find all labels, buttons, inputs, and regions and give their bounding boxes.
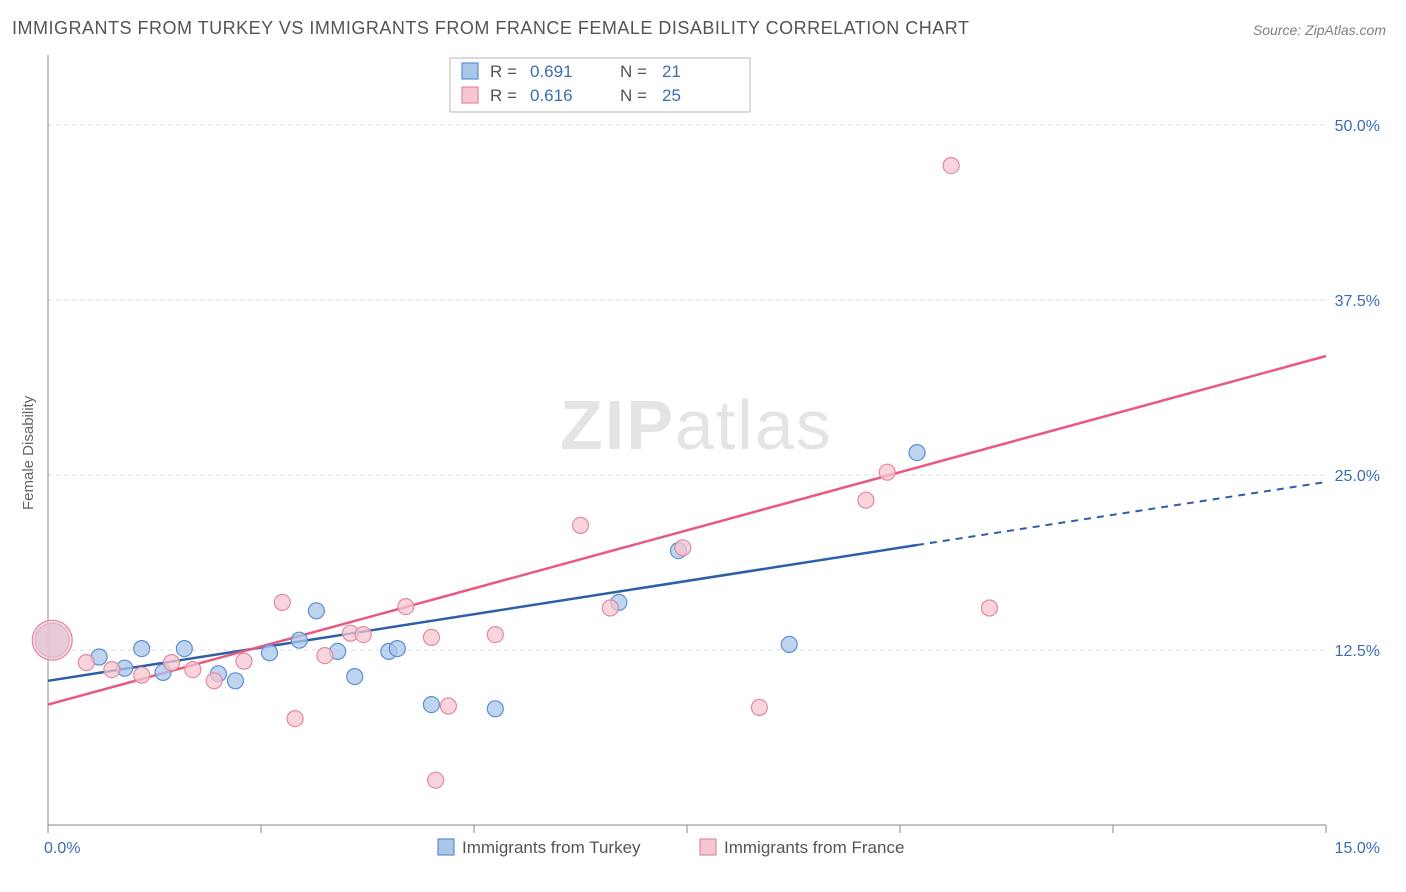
data-point <box>134 667 150 683</box>
data-point <box>287 711 303 727</box>
legend-swatch <box>438 839 454 855</box>
data-point <box>347 669 363 685</box>
data-point <box>291 632 307 648</box>
data-point <box>602 600 618 616</box>
data-point <box>176 641 192 657</box>
legend-r-label: R = <box>490 62 517 81</box>
regression-lines <box>48 356 1326 705</box>
data-point <box>423 629 439 645</box>
legend-swatch <box>700 839 716 855</box>
legend-series-label: Immigrants from France <box>724 838 904 857</box>
data-point <box>206 673 222 689</box>
legend-n-value: 21 <box>662 62 681 81</box>
data-point <box>487 627 503 643</box>
legend-swatch <box>462 87 478 103</box>
data-point <box>355 627 371 643</box>
stats-legend: R = 0.691 N = 21 R = 0.616 N = 25 <box>450 58 750 112</box>
data-point <box>185 662 201 678</box>
regression-line-extrap <box>917 482 1326 545</box>
data-point <box>317 648 333 664</box>
legend-r-value: 0.616 <box>530 86 573 105</box>
data-point <box>909 445 925 461</box>
legend-n-label: N = <box>620 62 647 81</box>
y-tick-label: 37.5% <box>1335 293 1380 310</box>
data-point <box>227 673 243 689</box>
data-point <box>262 645 278 661</box>
scatter-points <box>32 158 997 789</box>
data-point <box>573 517 589 533</box>
data-point <box>423 697 439 713</box>
data-point <box>781 636 797 652</box>
data-point <box>981 600 997 616</box>
data-point <box>134 641 150 657</box>
data-point <box>398 599 414 615</box>
data-point <box>751 699 767 715</box>
correlation-scatter-chart: 12.5% 25.0% 37.5% 50.0% 0.0% 15.0% R = 0.691 N =… <box>0 0 1406 892</box>
data-point <box>858 492 874 508</box>
y-tick-label: 25.0% <box>1335 468 1380 485</box>
legend-r-value: 0.691 <box>530 62 573 81</box>
data-point <box>104 662 120 678</box>
data-point <box>440 698 456 714</box>
data-point <box>236 653 252 669</box>
legend-r-label: R = <box>490 86 517 105</box>
y-tick-label: 50.0% <box>1335 118 1380 135</box>
data-point <box>274 594 290 610</box>
regression-line <box>48 356 1326 705</box>
data-point <box>32 620 72 660</box>
legend-series-label: Immigrants from Turkey <box>462 838 641 857</box>
legend-n-label: N = <box>620 86 647 105</box>
data-point <box>78 655 94 671</box>
data-point <box>487 701 503 717</box>
data-point <box>308 603 324 619</box>
x-tick-label: 15.0% <box>1335 840 1380 857</box>
data-point <box>428 772 444 788</box>
data-point <box>164 655 180 671</box>
legend-n-value: 25 <box>662 86 681 105</box>
data-point <box>943 158 959 174</box>
data-point <box>675 540 691 556</box>
legend-swatch <box>462 63 478 79</box>
y-tick-label: 12.5% <box>1335 643 1380 660</box>
data-point <box>389 641 405 657</box>
x-tick-label: 0.0% <box>44 840 80 857</box>
data-point <box>879 464 895 480</box>
